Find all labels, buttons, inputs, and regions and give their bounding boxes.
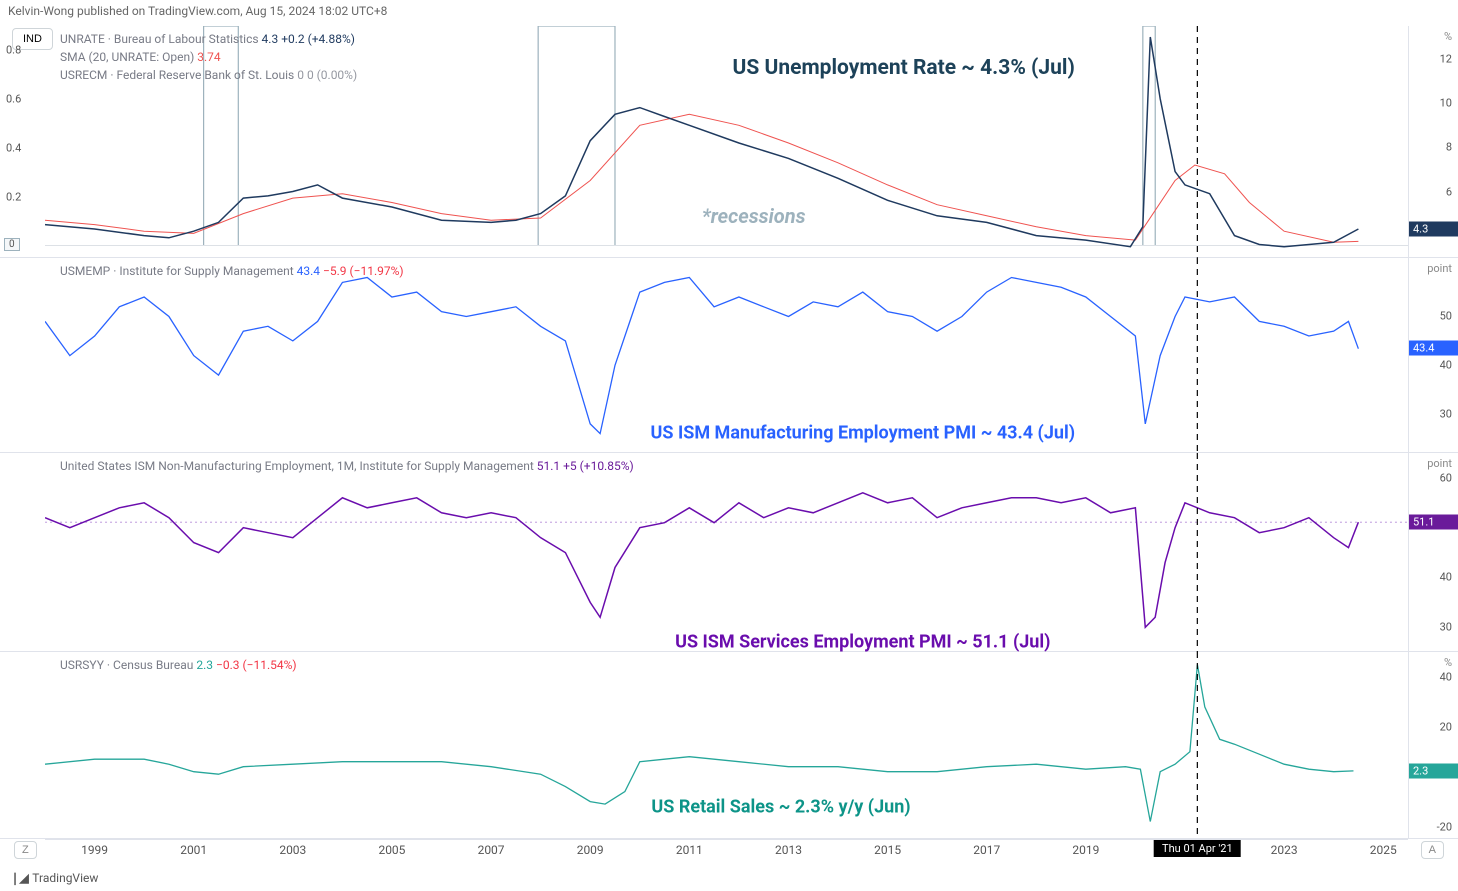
zoom-out-button[interactable]: Z (14, 841, 37, 859)
right-tick: 50 (1440, 310, 1452, 323)
right-tick: 40 (1440, 670, 1452, 683)
axis-unit: % (1444, 656, 1452, 669)
x-tick: 2001 (180, 843, 207, 857)
footer: ❘◢ TradingView (10, 871, 98, 885)
right-tick: 40 (1440, 359, 1452, 372)
x-tick: 2013 (775, 843, 802, 857)
x-tick: 2003 (279, 843, 306, 857)
right-axis: point60 40 30 51.1 (1408, 453, 1458, 651)
right-axis: %40 20 -20 2.3 (1408, 652, 1458, 838)
x-marker: Thu 01 Apr '21 (1154, 840, 1241, 857)
value-badge: 51.1 (1409, 515, 1458, 530)
x-tick: 2023 (1271, 843, 1298, 857)
x-tick: 2011 (676, 843, 703, 857)
recession-annotation: *recessions (702, 204, 806, 228)
legend: USMEMP · Institute for Supply Management… (60, 262, 404, 280)
left-tick: 0.8 (6, 44, 21, 57)
panel-title-annotation: US ISM Services Employment PMI ~ 51.1 (J… (675, 632, 1050, 653)
left-tick: 0.2 (6, 190, 21, 203)
legend: USRSYY · Census Bureau 2.3 −0.3 (−11.54%… (60, 656, 297, 674)
right-tick: 10 (1440, 97, 1452, 110)
left-tick: 0.4 (6, 141, 21, 154)
x-tick: 2005 (378, 843, 405, 857)
left-tick: 0.6 (6, 93, 21, 106)
right-tick: 12 (1440, 53, 1452, 66)
zero-badge: 0 (4, 238, 20, 251)
legend: United States ISM Non-Manufacturing Empl… (60, 457, 634, 475)
x-tick: 2007 (478, 843, 505, 857)
right-tick: 40 (1440, 571, 1452, 584)
right-tick: -20 (1437, 820, 1452, 833)
panel3: point60 40 30 51.1 United States ISM Non-Man… (0, 453, 1458, 652)
value-badge: 43.4 (1409, 341, 1458, 356)
page-header: Kelvin-Wong published on TradingView.com… (0, 0, 1458, 22)
x-tick: 2009 (577, 843, 604, 857)
panels-container: 00.20.40.60.80%1210864.34.3UNRATE · Bure… (0, 26, 1458, 839)
panel-title-annotation: US Retail Sales ~ 2.3% y/y (Jun) (651, 797, 910, 818)
right-axis: point 50 40 30 43.4 (1408, 258, 1458, 452)
brand-label: TradingView (32, 871, 98, 885)
axis-unit: % (1444, 30, 1452, 43)
auto-scale-button[interactable]: A (1421, 841, 1444, 859)
right-tick: 6 (1446, 185, 1452, 198)
right-tick: 30 (1440, 621, 1452, 634)
axis-unit: point (1427, 262, 1452, 275)
panel-title-annotation: US Unemployment Rate ~ 4.3% (Jul) (733, 56, 1075, 80)
x-tick: 1999 (81, 843, 108, 857)
x-tick: 2025 (1370, 843, 1397, 857)
axis-unit: point (1427, 457, 1452, 470)
right-tick: 30 (1440, 407, 1452, 420)
tradingview-logo-icon: ❘◢ (10, 871, 28, 885)
x-tick: 2015 (874, 843, 901, 857)
x-tick: 2019 (1072, 843, 1099, 857)
panel1: 00.20.40.60.80%1210864.34.3UNRATE · Bure… (0, 26, 1458, 258)
x-tick: 2017 (973, 843, 1000, 857)
legend: UNRATE · Bureau of Labour Statistics 4.3… (60, 30, 357, 84)
x-axis: 1999 2001 2003 2005 2007 2009 2011 2013 2015 2017… (45, 839, 1408, 861)
left-axis: 00.20.40.60.80 (0, 26, 45, 257)
chart-svg (45, 453, 1408, 652)
value-badge: 4.3 (1409, 222, 1458, 237)
right-tick: 60 (1440, 471, 1452, 484)
panel-title-annotation: US ISM Manufacturing Employment PMI ~ 43… (651, 423, 1075, 444)
panel2: point 50 40 30 43.4 USMEMP · Institute for Su… (0, 258, 1458, 453)
right-tick: 8 (1446, 141, 1452, 154)
right-tick: 20 (1440, 720, 1452, 733)
panel4: %40 20 -20 2.3 USRSYY · Census Bureau 2.3 −0… (0, 652, 1458, 839)
right-axis: %1210864.34.3 (1408, 26, 1458, 257)
value-badge: 2.3 (1409, 763, 1458, 778)
